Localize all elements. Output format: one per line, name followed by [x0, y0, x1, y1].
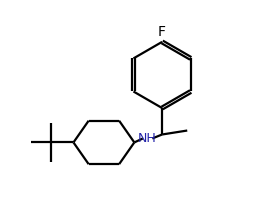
Text: NH: NH: [138, 132, 157, 145]
Text: F: F: [158, 25, 166, 39]
